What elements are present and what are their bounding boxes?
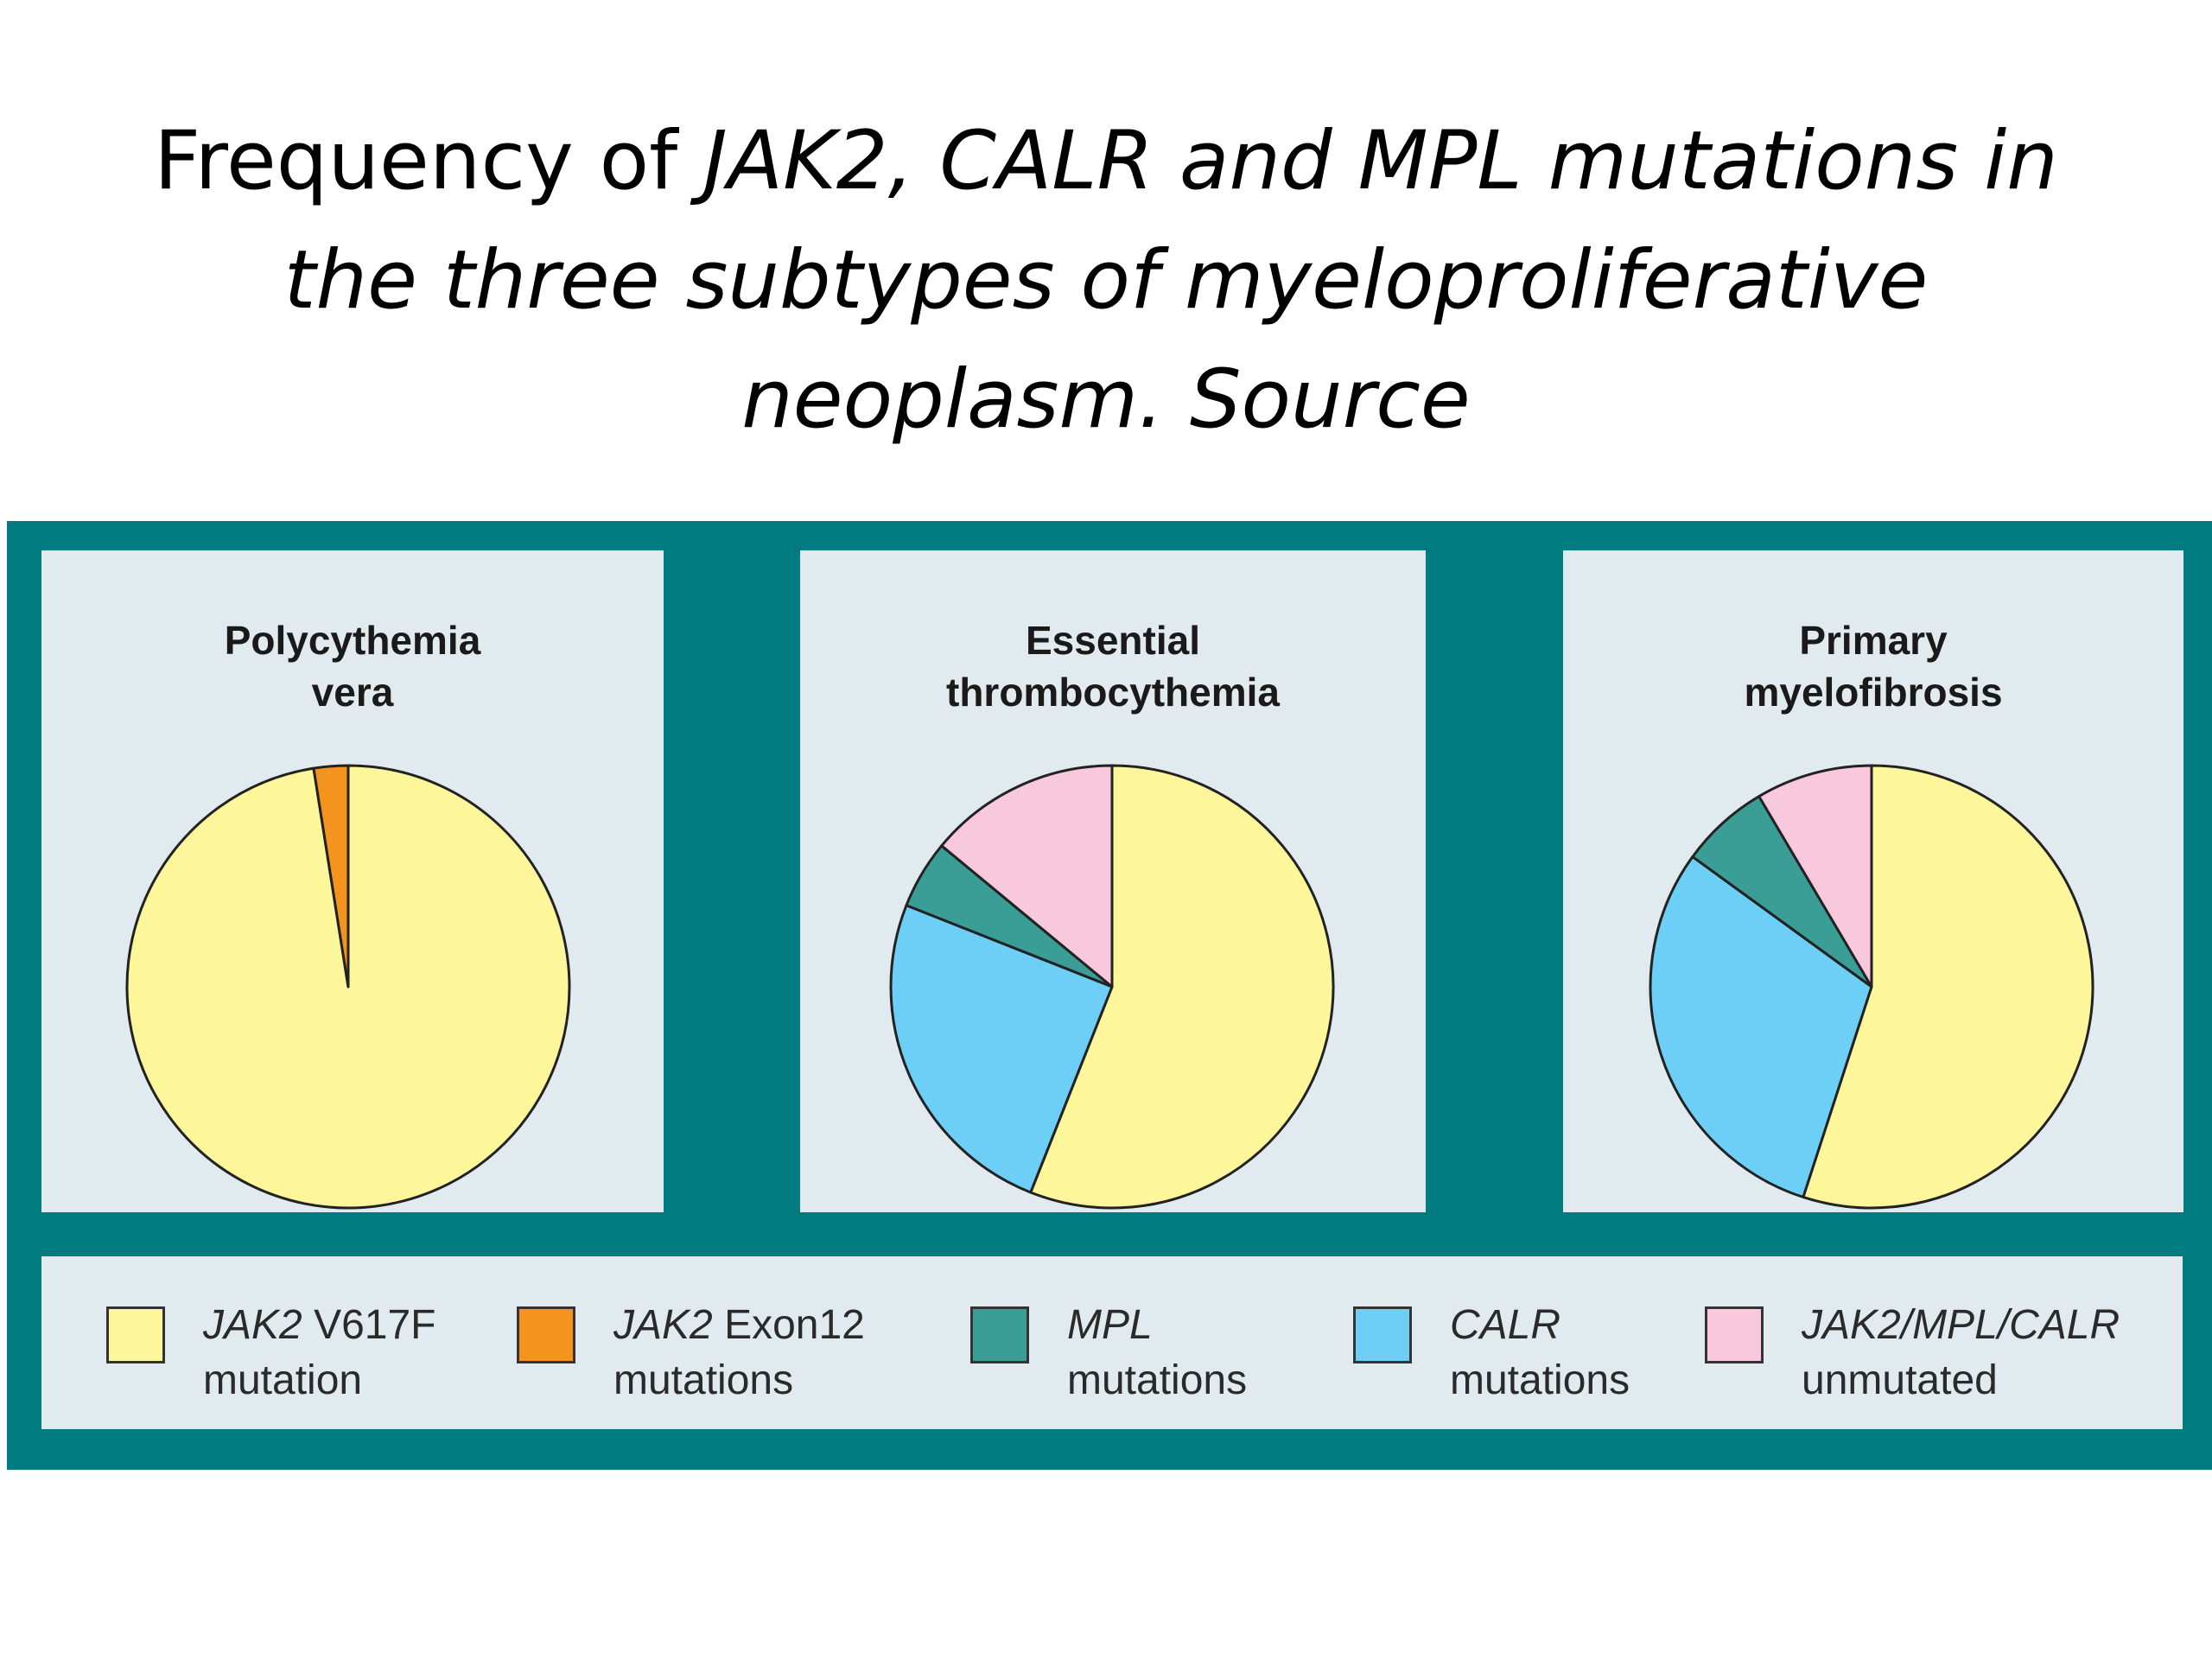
pie-slice-jak2-exon12 — [312, 764, 350, 988]
pie-slice-jak2-v617f — [1802, 764, 2094, 1210]
slide-title: Frequency of JAK2, CALR and MPL mutation… — [0, 102, 2212, 460]
chart-panel-essential-thrombocythemia: Essential thrombocythemia — [800, 550, 1426, 1212]
pie-slice-unmutated — [1758, 764, 1873, 988]
legend-description: unmutated — [1802, 1357, 1998, 1403]
pie-slice-calr — [1649, 855, 1873, 1198]
title-line-3: neoplasm. Source — [0, 340, 2212, 460]
legend-variant: V617F — [302, 1302, 436, 1348]
title-plain-text: Frequency of — [154, 114, 704, 208]
chart-title: Primary myelofibrosis — [1744, 618, 2003, 715]
pie-slice-calr — [889, 904, 1114, 1194]
legend-gene-name: JAK2 — [203, 1302, 302, 1348]
pie-chart-essential-thrombocythemia — [889, 764, 1335, 1210]
title-line-2: the three subtypes of myeloproliferative — [0, 221, 2212, 340]
figure-frame: Polycythemia vera Essential thrombocythe… — [7, 521, 2212, 1470]
chart-panel-primary-myelofibrosis: Primary myelofibrosis — [1563, 550, 2183, 1212]
pie-slice-unmutated — [940, 764, 1114, 988]
title-italic-text-1: JAK2, CALR and MPL mutations in — [703, 114, 2058, 208]
legend-description: mutations — [613, 1357, 794, 1403]
legend-swatch-jak2-v617f — [106, 1306, 165, 1363]
legend: JAK2 V617F mutation JAK2 Exon12 mutation… — [41, 1256, 2183, 1429]
title-line-1: Frequency of JAK2, CALR and MPL mutation… — [0, 102, 2212, 221]
legend-variant: Exon12 — [712, 1302, 865, 1348]
legend-description: mutation — [203, 1357, 363, 1403]
chart-title: Essential thrombocythemia — [946, 618, 1280, 715]
legend-swatch-unmutated — [1705, 1306, 1764, 1363]
legend-swatch-jak2-exon12 — [517, 1306, 575, 1363]
pie-chart-polycythemia-vera — [125, 764, 571, 1210]
legend-gene-name: JAK2 — [613, 1302, 713, 1348]
legend-gene-name: CALR — [1450, 1302, 1561, 1348]
pie-chart-primary-myelofibrosis — [1649, 764, 2094, 1210]
legend-gene-name: MPL — [1067, 1302, 1153, 1348]
legend-label-calr: CALR mutations — [1450, 1298, 1630, 1408]
legend-swatch-calr — [1353, 1306, 1412, 1363]
title-italic-text-3: neoplasm. Source — [741, 353, 1471, 447]
legend-gene-name: JAK2/MPL/CALR — [1802, 1302, 2120, 1348]
chart-title: Polycythemia vera — [224, 618, 481, 715]
pie-slice-jak2-v617f — [1029, 764, 1335, 1210]
legend-label-jak2-v617f: JAK2 V617F mutation — [203, 1298, 436, 1408]
title-italic-text-2: the three subtypes of myeloproliferative — [283, 233, 1929, 327]
legend-label-unmutated: JAK2/MPL/CALR unmutated — [1802, 1298, 2120, 1408]
legend-swatch-mpl — [970, 1306, 1029, 1363]
chart-panel-polycythemia-vera: Polycythemia vera — [41, 550, 664, 1212]
legend-label-mpl: MPL mutations — [1067, 1298, 1247, 1408]
legend-description: mutations — [1067, 1357, 1248, 1403]
legend-label-jak2-exon12: JAK2 Exon12 mutations — [613, 1298, 865, 1408]
legend-description: mutations — [1450, 1357, 1630, 1403]
